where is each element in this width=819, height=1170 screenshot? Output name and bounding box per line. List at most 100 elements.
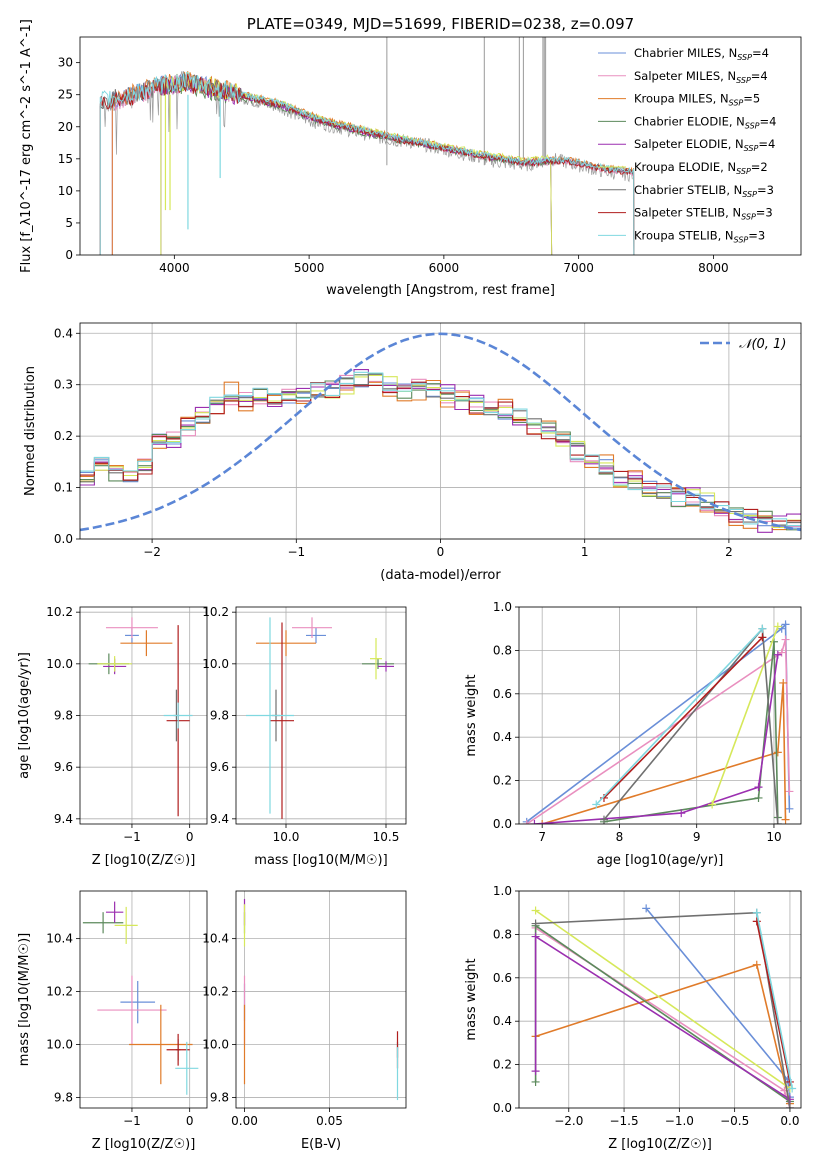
mass-weight-line-salpeter-elodie bbox=[534, 654, 779, 824]
x-tick-label: −1.5 bbox=[609, 1114, 638, 1128]
age-vs-mass-frame bbox=[235, 606, 407, 825]
mass-vs-ebv-axes: 0.00 0.05 9.8 10.0 10.2 10.4 bbox=[202, 891, 406, 1128]
legend-label: Chabrier MILES, NSSP=4 bbox=[634, 46, 769, 62]
x-tick-label: 0.05 bbox=[316, 1114, 343, 1128]
histogram-kroupa-stelib bbox=[80, 371, 801, 527]
mass-weight-marker bbox=[773, 650, 782, 659]
y-tick-label: 1.0 bbox=[493, 600, 512, 614]
mass-weight-marker bbox=[531, 1067, 540, 1076]
x-tick-label: 0.00 bbox=[231, 1114, 258, 1128]
mass-vs-Z-xlabel: Z [log10(Z/Z☉)] bbox=[92, 1137, 196, 1152]
mass-weight-marker bbox=[642, 904, 651, 913]
y-tick-label: 0.6 bbox=[493, 687, 512, 701]
y-tick-label: 10.0 bbox=[46, 1037, 73, 1051]
mass-weight-line-salpeter-miles bbox=[526, 639, 791, 824]
y-tick-label: 9.8 bbox=[210, 1090, 229, 1104]
x-tick-label: 9 bbox=[693, 830, 701, 844]
mass-weight-marker bbox=[773, 622, 782, 631]
mass-weight-marker bbox=[785, 787, 794, 796]
residuals-ylabel: Normed distribution bbox=[23, 366, 38, 496]
x-tick-label: 10 bbox=[766, 830, 781, 844]
x-tick-label: 8000 bbox=[698, 261, 729, 275]
mass-weight-marker bbox=[538, 820, 547, 824]
mass-vs-ebv-xlabel: E(B-V) bbox=[301, 1137, 341, 1152]
y-tick-label: 9.6 bbox=[54, 760, 73, 774]
y-tick-label: 5 bbox=[65, 216, 73, 230]
legend-label: Salpeter STELIB, NSSP=3 bbox=[634, 206, 773, 222]
age-vs-mass-xlabel: mass [log10(M/M☉)] bbox=[254, 853, 387, 868]
mass-weight-line-chabrier-elodie bbox=[603, 641, 779, 823]
mass-weight-marker bbox=[531, 1077, 540, 1086]
legend-label: Kroupa MILES, NSSP=5 bbox=[634, 92, 760, 108]
mass-weight-vs-age-xlabel: age [log10(age/yr)] bbox=[597, 853, 724, 868]
y-tick-label: 1.0 bbox=[493, 884, 512, 898]
legend-label: Kroupa ELODIE, NSSP=2 bbox=[634, 160, 768, 176]
mass-weight-vs-Z-plot-area bbox=[531, 904, 797, 1108]
histogram-salpeter-elodie bbox=[80, 369, 801, 533]
x-tick-label: 8 bbox=[616, 830, 624, 844]
mass-weight-line-kroupa-elodie bbox=[711, 626, 779, 805]
mass-weight-marker bbox=[773, 820, 782, 824]
x-tick-label: 4000 bbox=[159, 261, 190, 275]
y-tick-label: 10.4 bbox=[46, 932, 73, 946]
residuals-legend: 𝒩(0, 1) bbox=[700, 337, 786, 352]
age-vs-mass-plot-area bbox=[246, 617, 394, 819]
legend-label: Salpeter ELODIE, NSSP=4 bbox=[634, 137, 775, 153]
mass-weight-marker bbox=[781, 620, 790, 629]
y-tick-label: 9.8 bbox=[54, 1090, 73, 1104]
x-tick-label: 10.5 bbox=[373, 830, 400, 844]
y-tick-label: 0.2 bbox=[493, 1058, 512, 1072]
mass-weight-marker bbox=[773, 748, 782, 757]
y-tick-label: 10.0 bbox=[46, 657, 73, 671]
spectrum-plot-area bbox=[99, 37, 635, 255]
y-tick-label: 10.0 bbox=[202, 1037, 229, 1051]
age-vs-Z-axes: −1 0 9.4 9.6 9.8 10.0 10.2 bbox=[46, 605, 207, 844]
mass-vs-ebv-plot-area bbox=[243, 898, 399, 1101]
y-tick-label: 0.8 bbox=[493, 643, 512, 657]
legend-label: 𝒩(0, 1) bbox=[739, 337, 786, 352]
age-vs-Z-plot-area bbox=[88, 617, 193, 817]
x-tick-label: 0 bbox=[186, 1114, 194, 1128]
x-tick-label: −1 bbox=[123, 1114, 141, 1128]
x-tick-label: −1 bbox=[123, 830, 141, 844]
legend-label: Chabrier STELIB, NSSP=3 bbox=[634, 183, 774, 199]
y-tick-label: 10.2 bbox=[202, 605, 229, 619]
x-tick-label: −1.0 bbox=[665, 1114, 694, 1128]
spectrum-model-chabrier-miles bbox=[111, 74, 635, 255]
y-tick-label: 0.1 bbox=[54, 481, 73, 495]
mass-weight-marker bbox=[785, 804, 794, 813]
mass-weight-marker bbox=[758, 633, 767, 642]
spectrum-axes: 4000 5000 6000 7000 8000 0 5 10 15 20 25 30 bbox=[58, 56, 729, 275]
y-tick-label: 9.6 bbox=[210, 760, 229, 774]
y-tick-label: 9.8 bbox=[210, 709, 229, 723]
mass-weight-line-salpeter-stelib bbox=[603, 636, 763, 799]
mass-weight-marker bbox=[752, 917, 761, 926]
mass-weight-vs-Z-frame bbox=[518, 890, 802, 1109]
y-tick-label: 9.4 bbox=[210, 812, 229, 826]
mass-weight-marker bbox=[592, 800, 601, 809]
mass-vs-ebv-frame bbox=[235, 890, 407, 1109]
mass-weight-marker bbox=[754, 783, 763, 792]
x-tick-label: −2.0 bbox=[554, 1114, 583, 1128]
mass-weight-marker bbox=[781, 815, 790, 824]
mass-weight-marker bbox=[531, 919, 540, 928]
mass-vs-Z-plot-area bbox=[82, 901, 199, 1095]
mass-weight-line-kroupa-miles bbox=[541, 682, 787, 824]
x-tick-label: −1 bbox=[287, 545, 305, 559]
x-tick-label: 6000 bbox=[429, 261, 460, 275]
mass-weight-line-chabrier-miles bbox=[526, 622, 791, 823]
x-tick-label: 1 bbox=[581, 545, 589, 559]
mass-weight-marker bbox=[599, 815, 608, 824]
normal-reference-curve bbox=[80, 332, 801, 532]
y-tick-label: 25 bbox=[58, 88, 73, 102]
mass-weight-line-kroupa-stelib bbox=[756, 912, 793, 1089]
spectrum-xlabel: wavelength [Angstrom, rest frame] bbox=[326, 283, 555, 298]
chart-title: PLATE=0349, MJD=51699, FIBERID=0238, z=0… bbox=[247, 15, 634, 33]
y-tick-label: 0.6 bbox=[493, 971, 512, 985]
mass-weight-marker bbox=[785, 1095, 794, 1104]
x-tick-label: 10.0 bbox=[273, 830, 300, 844]
x-tick-label: 2 bbox=[725, 545, 733, 559]
x-tick-label: 0 bbox=[437, 545, 445, 559]
mass-weight-marker bbox=[758, 624, 767, 633]
mass-weight-line-chabrier-stelib bbox=[603, 626, 779, 824]
